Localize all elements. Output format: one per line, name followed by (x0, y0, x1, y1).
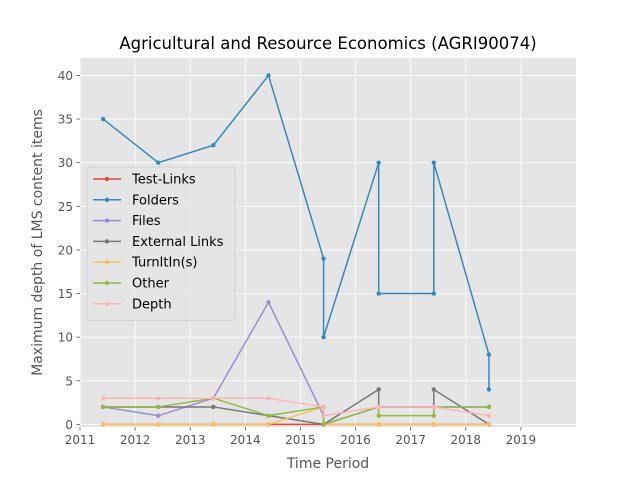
legend-label: TurnItIn(s) (131, 256, 197, 271)
x-tick-label: 2019 (506, 433, 537, 447)
legend: Test-Links Folders Files External Links Turn… (86, 166, 236, 322)
y-tick-label: 30 (58, 156, 73, 170)
data-point-folders (266, 73, 271, 78)
data-point-other (321, 422, 326, 427)
data-point-folders (156, 160, 161, 165)
data-point-other (431, 413, 437, 418)
data-point-depth (100, 396, 106, 401)
data-point-turnitin-s (100, 422, 106, 427)
legend-box (86, 166, 236, 322)
legend-item: Files (93, 214, 161, 229)
chart-title: Agricultural and Resource Economics (AGR… (119, 34, 536, 53)
legend-item: Test-Links (93, 173, 196, 188)
data-point-folders (486, 352, 492, 357)
data-point-folders (321, 334, 326, 340)
series-depth (100, 396, 492, 418)
series-line-external-links (103, 388, 490, 426)
legend-marker (104, 176, 110, 182)
data-point-other (376, 413, 381, 418)
y-tick-label: 35 (58, 113, 73, 127)
data-point-files (156, 413, 161, 418)
data-point-depth (266, 396, 271, 401)
data-point-depth (376, 404, 381, 410)
legend-label: Files (132, 214, 161, 229)
data-point-other (266, 413, 271, 418)
series-folders (100, 73, 492, 392)
legend-label: Folders (132, 193, 179, 208)
data-point-turnitin-s (156, 422, 161, 427)
data-point-folders (486, 387, 492, 392)
legend-label: External Links (132, 235, 224, 250)
x-axis-label: Time Period (286, 456, 369, 472)
y-tick-label: 15 (58, 287, 73, 301)
x-tick-label: 2016 (340, 433, 371, 447)
x-tick-label: 2013 (175, 433, 206, 447)
data-point-turnitin-s (486, 422, 492, 427)
data-point-other (156, 404, 161, 410)
data-point-folders (211, 143, 216, 148)
data-point-turnitin-s (211, 422, 216, 427)
legend-label: Test-Links (131, 173, 196, 188)
legend-label: Depth (132, 297, 172, 312)
data-point-files (266, 300, 271, 305)
legend-marker (104, 197, 110, 202)
data-point-turnitin-s (376, 422, 381, 427)
data-point-depth (321, 413, 326, 418)
data-point-external-links (431, 387, 437, 392)
data-point-external-links (376, 387, 381, 392)
legend-marker (104, 301, 110, 306)
y-tick-label: 25 (58, 200, 73, 214)
data-point-other (486, 404, 492, 410)
legend-item: Folders (93, 193, 179, 208)
gridlines (79, 58, 576, 427)
legend-marker (104, 260, 110, 265)
data-point-depth (211, 396, 216, 401)
legend-marker (104, 218, 110, 223)
x-tick-label: 2015 (285, 433, 316, 447)
data-point-depth (156, 396, 161, 401)
x-tick-label: 2018 (451, 433, 482, 447)
data-point-folders (321, 256, 326, 261)
series-lines (100, 73, 492, 427)
legend-label: Other (132, 277, 170, 292)
data-point-depth (321, 404, 326, 410)
y-tick-label: 5 (65, 374, 73, 388)
data-point-folders (100, 116, 106, 122)
data-point-depth (431, 404, 437, 410)
legend-item: Depth (93, 297, 172, 312)
y-tick-label: 20 (58, 243, 73, 257)
y-axis-label: Maximum depth of LMS content items (30, 109, 46, 376)
y-tick-label: 0 (65, 418, 73, 432)
axis-ticks: 2011 2012 2013 2014 2015 2016 2017 2018 20190510… (58, 69, 536, 447)
legend-item: External Links (93, 235, 224, 250)
data-point-depth (486, 413, 492, 418)
y-tick-label: 10 (58, 331, 73, 345)
data-point-folders (431, 160, 437, 165)
data-point-folders (376, 291, 381, 296)
legend-marker (104, 280, 110, 286)
data-point-turnitin-s (266, 422, 271, 427)
data-point-folders (431, 291, 437, 296)
x-tick-label: 2014 (230, 433, 261, 447)
legend-marker (104, 239, 110, 244)
data-point-other (100, 404, 106, 410)
y-tick-label: 40 (58, 69, 73, 83)
series-line-folders (102, 74, 490, 390)
x-tick-label: 2017 (395, 433, 426, 447)
legend-item: Other (93, 277, 170, 292)
data-point-folders (376, 160, 381, 165)
legend-item: TurnItIn(s) (93, 256, 197, 271)
x-tick-label: 2012 (120, 433, 151, 447)
data-point-turnitin-s (431, 422, 437, 427)
data-point-external-links (211, 404, 216, 410)
x-tick-label: 2011 (65, 433, 96, 447)
